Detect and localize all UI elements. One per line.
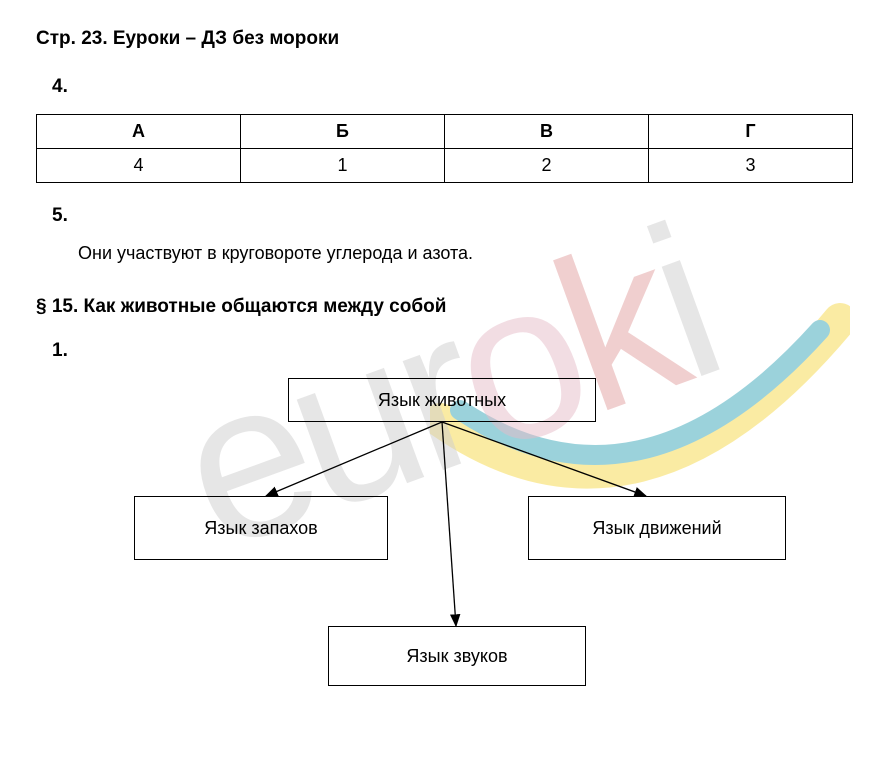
table-cell: 1 [241,149,445,183]
table-cell: 4 [37,149,241,183]
table-cell: 2 [445,149,649,183]
section-title: § 15. Как животные общаются между собой [36,296,853,318]
table-header-cell: В [445,115,649,149]
diagram-edge [442,422,456,626]
diagram-edge [442,422,646,496]
diagram-edges [36,378,856,718]
table-header-row: А Б В Г [37,115,853,149]
question-1-number: 1. [52,340,853,362]
table-header-cell: А [37,115,241,149]
question-1-diagram: Язык животных Язык запахов Язык движений… [36,378,856,718]
table-header-cell: Б [241,115,445,149]
question-5-number: 5. [52,205,853,227]
question-4-number: 4. [52,76,853,98]
table-row: 4 1 2 3 [37,149,853,183]
table-header-cell: Г [649,115,853,149]
question-4-table: А Б В Г 4 1 2 3 [36,114,853,183]
page-title: Стр. 23. Еуроки – ДЗ без мороки [36,28,853,50]
question-5-text: Они участвуют в круговороте углерода и а… [78,243,853,264]
table-cell: 3 [649,149,853,183]
diagram-edge [266,422,442,496]
page-content: Стр. 23. Еуроки – ДЗ без мороки 4. А Б В… [0,0,889,738]
